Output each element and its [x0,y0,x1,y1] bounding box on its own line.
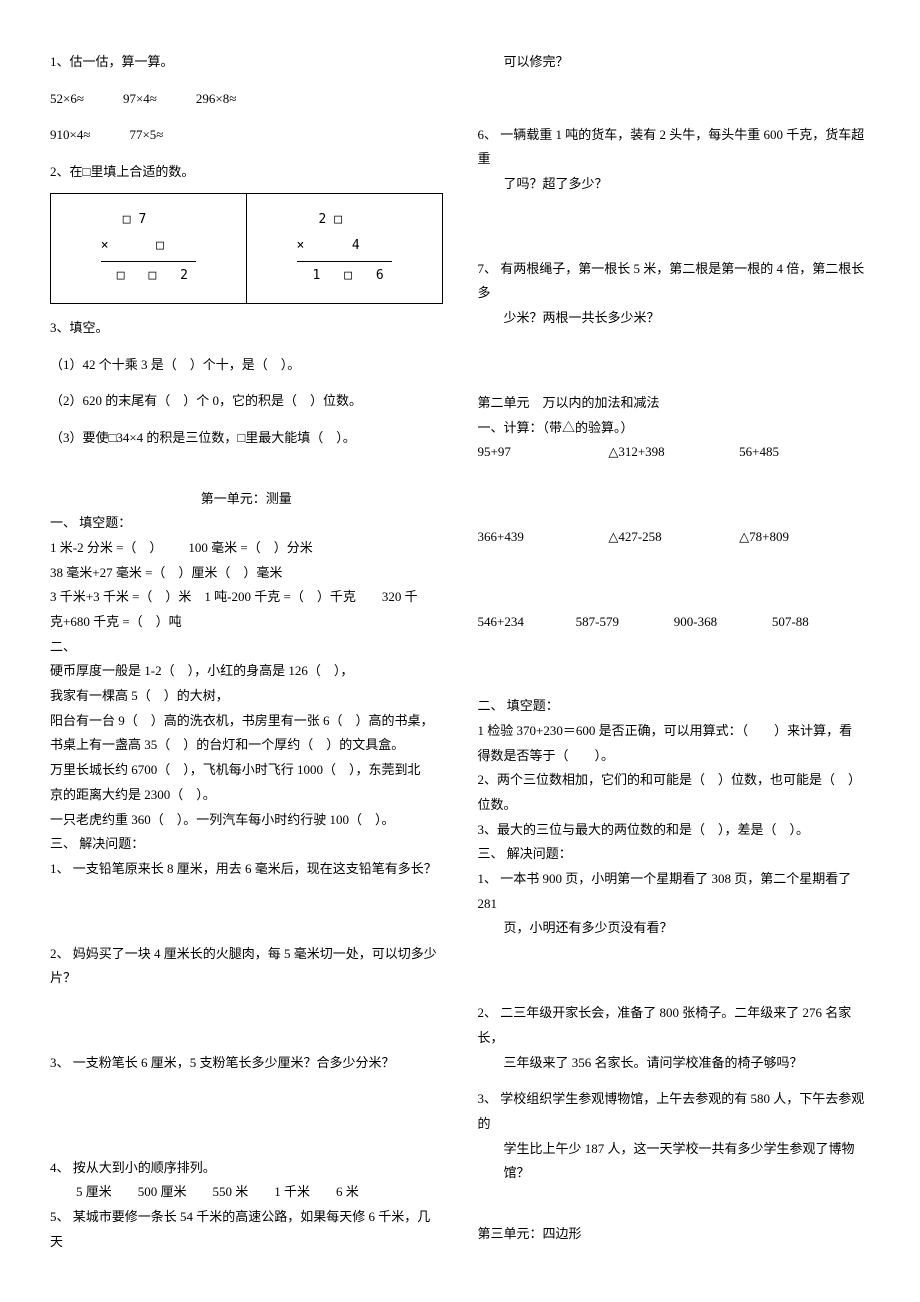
mult-right-times: × 4 [297,234,392,262]
unit1-p4: 4、 按从大到小的顺序排列。 [50,1156,443,1181]
q3-title: 3、填空。 [50,316,443,341]
mult-right-top: 2 □ [297,208,392,235]
mult-left-top: □ 7 [101,208,196,235]
unit2-sec1: 一、计算：（带△的验算。） [478,416,871,441]
unit2-f1b: 得数是否等于（ ）。 [478,744,871,769]
unit1-line8: 万里长城长约 6700（ ），飞机每小时飞行 1000（ ），东莞到北 [50,758,443,783]
q1-title: 1、估一估，算一算。 [50,50,443,75]
puzzle-cell-right: 2 □ × 4 1 □ 6 [246,193,442,303]
unit1-line6: 阳台有一台 9（ ）高的洗衣机，书房里有一张 6（ ）高的书桌， [50,709,443,734]
unit1-p7b: 少米？两根一共长多少米？ [478,306,871,331]
mult-right-result: 1 □ 6 [297,262,392,289]
unit2-f1a: 1 检验 370+230＝600 是否正确，可以用算式：（ ）来计算，看 [478,719,871,744]
unit1-line3: 3 千米+3 千米 =（ ）米 1 吨-200 千克 =（ ）千克 320 千 [50,585,443,610]
unit2-p3b: 学生比上午少 187 人，这一天学校一共有多少学生参观了博物馆？ [478,1137,871,1186]
calc-3a: 546+234 [478,610,576,635]
unit1-title: 第一单元：测量 [50,487,443,512]
unit1-p3: 3、 一支粉笔长 6 厘米，5 支粉笔长多少厘米？合多少分米？ [50,1051,443,1076]
unit3-title: 第三单元：四边形 [478,1222,871,1247]
unit1-line4: 硬币厚度一般是 1-2（ ），小红的身高是 126（ ）， [50,659,443,684]
calc-3d: 507-88 [772,610,870,635]
calc-row-1: 95+97 △312+398 56+485 [478,440,871,465]
q3-item-2: （2）620 的末尾有（ ）个 0，它的积是（ ）位数。 [50,389,443,414]
q1-expr-row2: 910×4≈ 77×5≈ [50,123,443,148]
unit1-sec3: 三、 解决问题： [50,832,443,857]
calc-3b: 587-579 [576,610,674,635]
unit2-title: 第二单元 万以内的加法和减法 [478,391,871,416]
unit2-p1a: 1、 一本书 900 页，小明第一个星期看了 308 页，第二个星期看了 281 [478,867,871,916]
unit1-p5a: 5、 某城市要修一条长 54 千米的高速公路，如果每天修 6 千米，几天 [50,1205,443,1254]
calc-3c: 900-368 [674,610,772,635]
q3-item-1: （1）42 个十乘 3 是（ ）个十，是（ ）。 [50,353,443,378]
unit2-sec3: 三、 解决问题： [478,842,871,867]
q3-item-3: （3）要使□34×4 的积是三位数，□里最大能填（ ）。 [50,426,443,451]
calc-1c: 56+485 [739,440,870,465]
calc-2c: △78+809 [739,525,870,550]
unit2-sec2: 二、 填空题： [478,694,871,719]
unit1-p6b: 了吗？超了多少？ [478,172,871,197]
q1-expr-row1: 52×6≈ 97×4≈ 296×8≈ [50,87,443,112]
calc-1a: 95+97 [478,440,609,465]
mult-left-times: × □ [101,234,196,262]
unit1-sec2: 二、 [50,635,443,660]
calc-2a: 366+439 [478,525,609,550]
unit1-line9: 一只老虎约重 360（ ）。一列汽车每小时约行驶 100（ ）。 [50,808,443,833]
unit1-line8b: 京的距离大约是 2300（ ）。 [50,783,443,808]
calc-row-3: 546+234 587-579 900-368 507-88 [478,610,871,635]
unit1-p1: 1、 一支铅笔原来长 8 厘米，用去 6 毫米后，现在这支铅笔有多长？ [50,857,443,882]
unit1-p5b: 可以修完？ [478,50,871,75]
calc-2b: △427-258 [608,525,739,550]
unit1-line7: 书桌上有一盏高 35（ ）的台灯和一个厚约（ ）的文具盒。 [50,733,443,758]
unit2-f2: 2、两个三位数相加，它们的和可能是（ ）位数，也可能是（ ）位数。 [478,768,871,817]
mult-left-result: □ □ 2 [101,262,196,289]
unit1-p4-items: 5 厘米 500 厘米 550 米 1 千米 6 米 [50,1180,443,1205]
unit1-line5: 我家有一棵高 5（ ）的大树， [50,684,443,709]
unit2-p3a: 3、 学校组织学生参观博物馆，上午去参观的有 580 人，下午去参观的 [478,1087,871,1136]
unit2-p2a: 2、 二三年级开家长会，准备了 800 张椅子。二年级来了 276 名家长， [478,1001,871,1050]
unit2-p1b: 页，小明还有多少页没有看？ [478,916,871,941]
unit1-p7a: 7、 有两根绳子，第一根长 5 米，第二根是第一根的 4 倍，第二根长多 [478,257,871,306]
unit1-line2: 38 毫米+27 毫米 =（ ）厘米（ ）毫米 [50,561,443,586]
unit2-f3: 3、最大的三位与最大的两位数的和是（ ），差是（ ）。 [478,818,871,843]
calc-row-2: 366+439 △427-258 △78+809 [478,525,871,550]
puzzle-table: □ 7 × □ □ □ 2 2 □ × 4 1 □ 6 [50,193,443,304]
unit1-sec1: 一、 填空题： [50,511,443,536]
puzzle-cell-left: □ 7 × □ □ □ 2 [51,193,247,303]
q2-title: 2、在□里填上合适的数。 [50,160,443,185]
calc-1b: △312+398 [608,440,739,465]
unit1-line1: 1 米-2 分米 =（ ） 100 毫米 =（ ）分米 [50,536,443,561]
unit1-line3b: 克+680 千克 =（ ）吨 [50,610,443,635]
unit1-p6a: 6、 一辆载重 1 吨的货车，装有 2 头牛，每头牛重 600 千克，货车超重 [478,123,871,172]
unit1-p2: 2、 妈妈买了一块 4 厘米长的火腿肉，每 5 毫米切一处，可以切多少片？ [50,942,443,991]
unit2-p2b: 三年级来了 356 名家长。请问学校准备的椅子够吗？ [478,1051,871,1076]
